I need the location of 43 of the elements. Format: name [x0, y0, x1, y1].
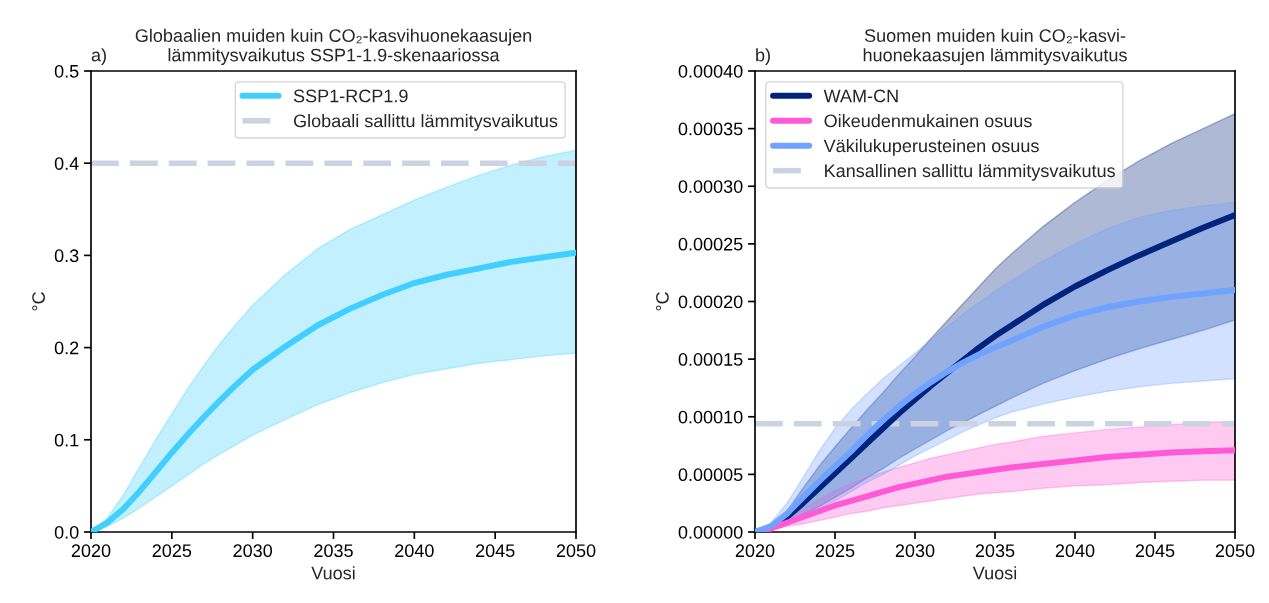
x-tick-label: 2045 — [1135, 544, 1175, 558]
legend-label: WAM-CN — [823, 89, 898, 103]
text: b) — [756, 48, 770, 66]
x-tick-label: 2020 — [71, 544, 111, 558]
x-tick-label: 2050 — [556, 544, 596, 558]
y-tick-label: 0.00000 — [678, 525, 743, 539]
y-tick-label: 0.00030 — [678, 180, 743, 193]
x-tick-label: 2030 — [233, 544, 273, 558]
x-tick-label: 2045 — [475, 544, 515, 558]
legend-label: Oikeudenmukainen osuus — [824, 114, 1032, 128]
x-tick-label: 2035 — [314, 544, 353, 558]
y-tick-label: 0.2 — [54, 341, 79, 355]
y-tick-label: 0.1 — [54, 433, 79, 447]
y-axis-title: °C — [32, 292, 45, 311]
x-tick-label: 2040 — [395, 544, 434, 558]
x-tick-label: 2030 — [895, 544, 935, 558]
x-axis-title: Vuosi — [972, 566, 1017, 580]
x-tick-label: 2025 — [815, 544, 855, 558]
text: a) — [91, 48, 106, 66]
y-axis-title: °C — [656, 292, 669, 311]
x-tick-label: 2050 — [1215, 544, 1255, 558]
x-tick-label: 2025 — [152, 544, 192, 558]
chart-title: Suomen muiden kuin CO₂-kasvi- huonekaasujen lämmitysvaikutus — [863, 28, 1127, 66]
x-tick-label: 2035 — [975, 544, 1015, 558]
y-tick-label: 0.00005 — [678, 468, 743, 482]
chart-title: Globaalien muiden kuin CO₂-kasvihuonekaasujen lämmitysvaikutus SSP1-1.9-skenaariossa — [135, 28, 532, 66]
y-tick-label: 0.00035 — [678, 122, 743, 136]
x-tick-label: 2020 — [735, 544, 775, 558]
y-tick-label: 0.0 — [54, 525, 79, 539]
y-tick-label: 0.00040 — [678, 64, 743, 78]
y-tick-label: 0.3 — [54, 249, 79, 263]
y-tick-label: 0.00015 — [678, 353, 743, 366]
y-tick-label: 0.00010 — [678, 410, 743, 424]
x-axis-title: Vuosi — [311, 566, 355, 580]
y-tick-label: 0.4 — [54, 157, 79, 170]
legend-label: Kansallinen sallittu lämmitysvaikutus — [825, 163, 1115, 181]
legend-label: SSP1-RCP1.9 — [293, 89, 408, 103]
y-tick-label: 0.00025 — [678, 237, 743, 251]
x-tick-label: 2040 — [1055, 544, 1095, 558]
legend-label: Globaali sallittu lämmitysvaikutus — [293, 114, 558, 131]
y-tick-label: 0.00020 — [678, 295, 743, 309]
y-tick-label: 0.5 — [54, 64, 79, 78]
legend-label: Väkilukuperusteinen osuus — [823, 138, 1039, 156]
